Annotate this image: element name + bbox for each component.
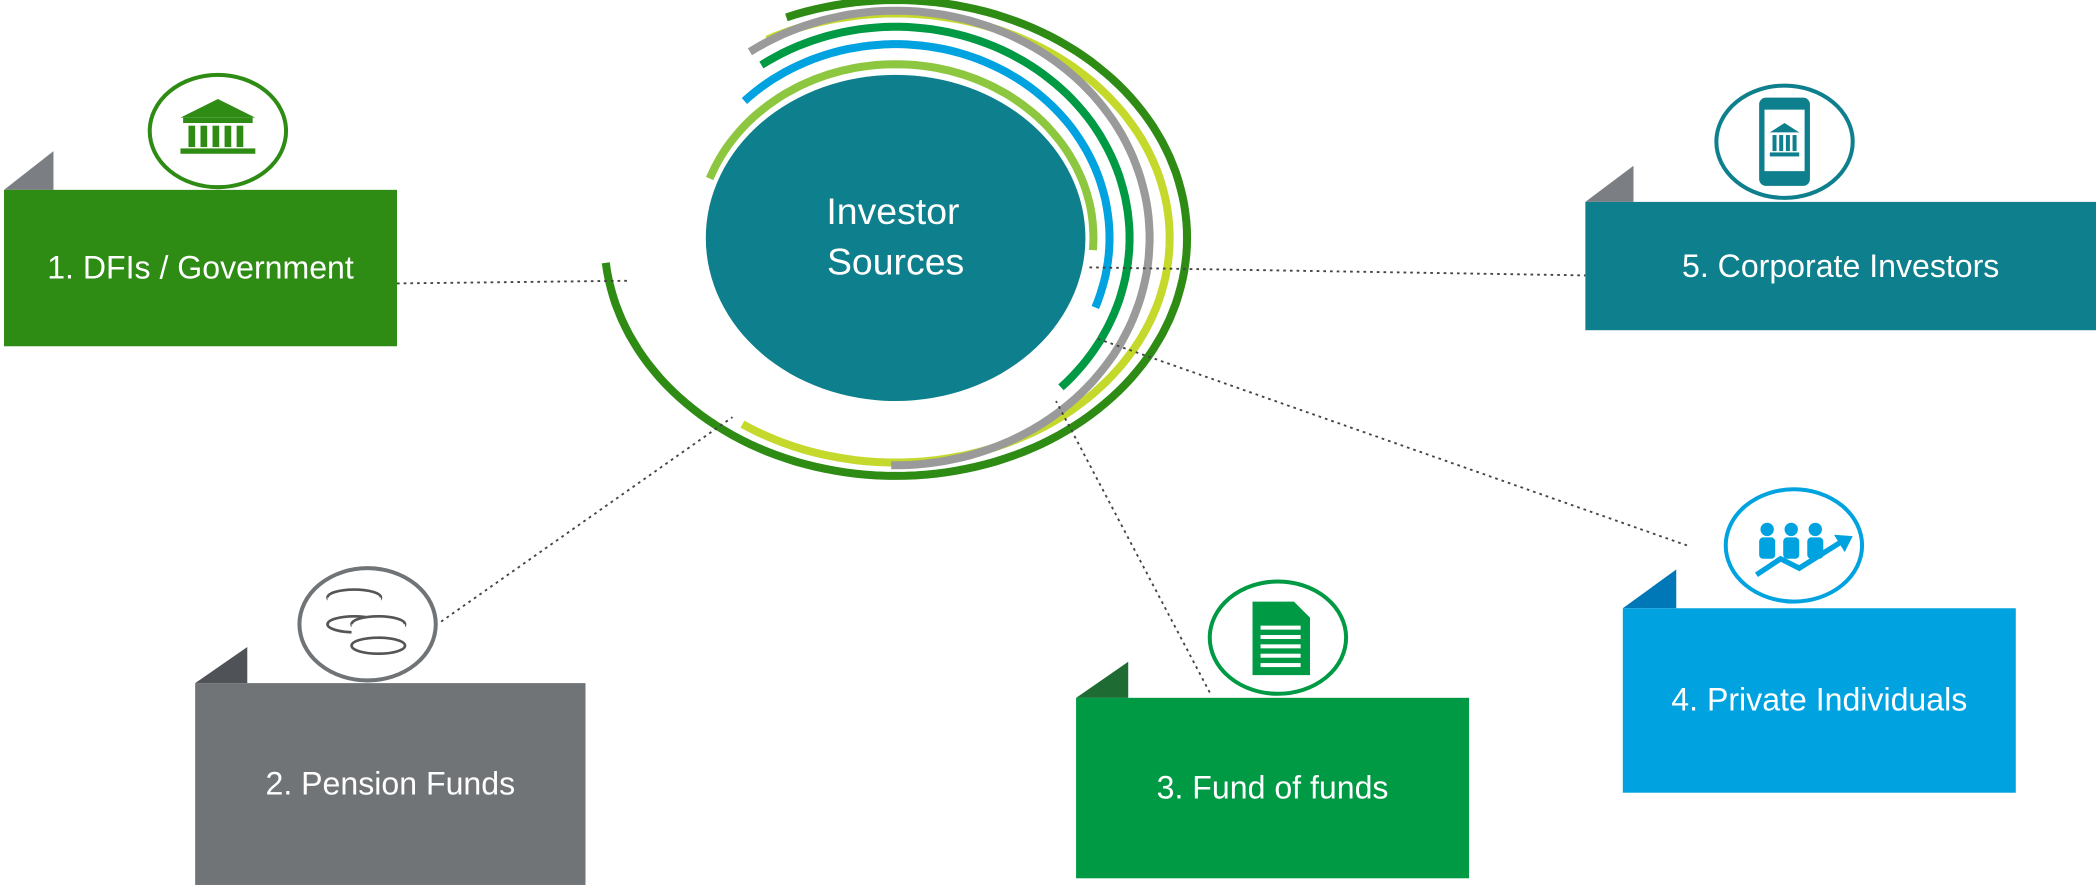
arc [759,22,1134,391]
node-box [1585,201,2096,331]
connector [1095,337,1688,547]
decorative-arcs [601,0,1192,480]
node-box [4,189,398,347]
connector [1055,400,1211,693]
node-label: 2. Pension Funds [265,766,515,802]
tab [1622,569,1677,609]
center-label: Investor [826,190,959,232]
center-label: Sources [827,241,964,283]
document-icon [1252,601,1310,676]
arc [601,0,1192,480]
coins-icon [326,588,407,656]
node-box [195,683,586,885]
bank-icon [180,98,256,154]
mobile-bank-icon [1759,97,1810,186]
node-label: 1. DFIs / Government [47,250,354,286]
tab [4,151,54,190]
node-box [1622,608,2016,793]
node-box [1076,697,1470,879]
tab [1076,661,1129,698]
node-label: 3. Fund of funds [1157,770,1389,806]
arc [706,60,1098,251]
people-icon [1754,522,1853,578]
node-label: 5. Corporate Investors [1682,248,1999,284]
tab [1585,165,1634,202]
connector [440,416,734,623]
node-label: 4. Private Individuals [1671,681,1967,717]
tab [195,647,248,684]
center-circle [705,74,1086,402]
arc [741,40,1114,309]
arc [747,6,1154,470]
connector [396,279,629,285]
connector [1089,266,1586,277]
